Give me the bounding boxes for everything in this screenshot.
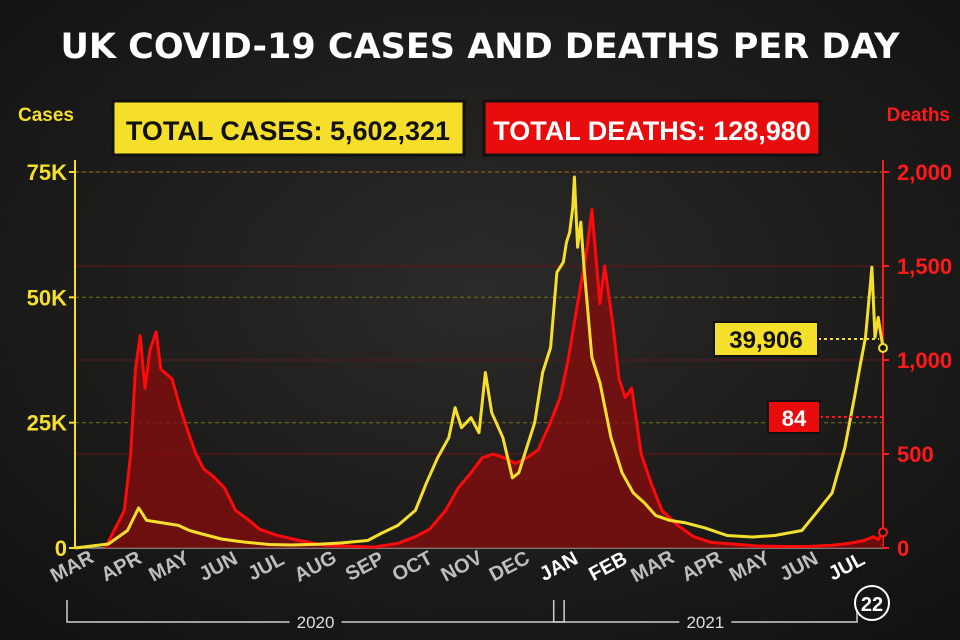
series [74, 175, 885, 550]
latest-cases-value: 39,906 [729, 327, 802, 354]
deaths-area [105, 209, 883, 548]
gridlines [75, 171, 883, 455]
left-tick-label: 50K [27, 285, 67, 310]
cases-line [74, 175, 885, 550]
year-label-bg [679, 612, 732, 632]
total-cases-badge [111, 99, 466, 157]
left-axis-title: Cases [18, 105, 74, 126]
right-tick-label: 0 [897, 536, 909, 561]
left-tick-label: 0 [55, 536, 67, 561]
left-tick-label: 25K [27, 411, 67, 436]
date-day-value: 22 [861, 594, 883, 616]
date-day-circle [854, 585, 890, 621]
year-label-bg [289, 612, 342, 632]
latest-deaths-marker [878, 527, 888, 538]
year-label: 2020 [297, 613, 335, 632]
right-tick-label: 500 [897, 442, 934, 467]
year-label: 2021 [686, 613, 724, 632]
right-axis-title: Deaths [887, 105, 950, 126]
total-cases-text: TOTAL CASES: 5,602,321 [126, 116, 450, 146]
right-tick-label: 1,000 [897, 348, 952, 373]
total-deaths-text: TOTAL DEATHS: 128,980 [493, 116, 811, 146]
deaths-line [103, 208, 885, 549]
right-tick-label: 2,000 [897, 160, 952, 185]
latest-cases-badge [713, 321, 819, 357]
latest-deaths-leader [820, 416, 884, 529]
right-tick-label: 1,500 [897, 254, 952, 279]
total-deaths-badge [482, 99, 822, 157]
chart-title: UK COVID-19 CASES AND DEATHS PER DAY [60, 27, 900, 67]
left-tick-label: 75K [27, 160, 67, 185]
latest-deaths-value: 84 [782, 406, 807, 431]
latest-deaths-badge [767, 400, 821, 434]
latest-cases-marker [878, 342, 888, 353]
